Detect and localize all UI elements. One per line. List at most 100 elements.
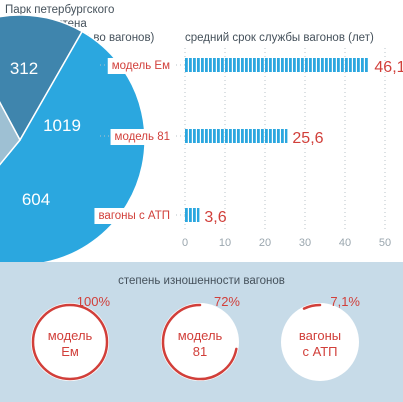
bar-segment <box>197 58 200 72</box>
gauge-value-label: 100% <box>77 294 111 309</box>
bar-segment <box>201 129 204 143</box>
bar-segment <box>317 58 320 72</box>
gauge-arc <box>302 303 322 310</box>
bar-segment <box>253 58 256 72</box>
bar-segment <box>193 58 196 72</box>
bar-segment <box>353 58 356 72</box>
gauge-label: с АТП <box>302 344 337 359</box>
bar-segment <box>189 129 192 143</box>
bar-segment <box>213 129 216 143</box>
bar-segment <box>257 129 260 143</box>
bar-segment <box>321 58 324 72</box>
bar-segment <box>233 58 236 72</box>
bar-category-label: модель Ем <box>112 60 170 72</box>
bar-segment <box>281 129 284 143</box>
bar-segment <box>217 58 220 72</box>
bar-segment <box>361 58 364 72</box>
bar-segment <box>365 58 368 72</box>
gauge-face <box>281 303 359 381</box>
gauge-value-label: 7,1% <box>330 294 360 309</box>
bar-segment <box>269 129 272 143</box>
bar-segment <box>193 129 196 143</box>
x-tick-label: 30 <box>299 237 311 249</box>
x-tick-label: 40 <box>339 237 351 249</box>
bar-segment <box>185 129 188 143</box>
bar-segment <box>205 129 208 143</box>
x-tick-label: 20 <box>259 237 271 249</box>
gauge-face <box>31 303 109 381</box>
gauge-arc <box>161 303 238 381</box>
gauge-label: 81 <box>193 344 207 359</box>
bar-segment <box>281 58 284 72</box>
bar-segment <box>221 129 224 143</box>
label-backing <box>107 58 175 74</box>
bar-segment <box>237 58 240 72</box>
bar-value-label: 3,6 <box>204 209 226 226</box>
bar-segment <box>237 129 240 143</box>
bar-segment <box>257 58 260 72</box>
wear-title: степень изношенности вагонов <box>118 275 285 287</box>
gauge-label: модель <box>48 328 93 343</box>
gauge-label: вагоны <box>299 328 341 343</box>
pie-slice <box>0 14 84 142</box>
bar-segment <box>185 208 188 222</box>
bar-segment <box>325 58 328 72</box>
gauge-arc <box>31 303 109 381</box>
bar-category-label: модель 81 <box>115 131 170 143</box>
bar-segment <box>333 58 336 72</box>
bar-segment <box>273 58 276 72</box>
bar-segment <box>297 58 300 72</box>
bar-segment <box>245 129 248 143</box>
pie-slice-label: 312 <box>10 59 38 78</box>
bar-segment <box>277 58 280 72</box>
bar-chart-title: средний срок службы вагонов (лет) <box>185 32 374 44</box>
bar-segment <box>245 58 248 72</box>
bar-segment <box>337 58 340 72</box>
bar-segment <box>357 58 360 72</box>
bar-segment <box>189 208 192 222</box>
bar-segment <box>277 129 280 143</box>
bar-segment <box>233 129 236 143</box>
pie-slice-label: 1019 <box>43 116 81 135</box>
bar-segment <box>185 58 188 72</box>
gauge-value-label: 72% <box>214 294 240 309</box>
gauge-face <box>161 303 239 381</box>
bar-segment <box>349 58 352 72</box>
bar-value-label: 25,6 <box>292 130 323 147</box>
bar-segment <box>209 58 212 72</box>
bar-segment <box>241 129 244 143</box>
bar-segment <box>253 129 256 143</box>
pie-slice-label: 604 <box>22 190 50 209</box>
bar-segment <box>221 58 224 72</box>
bar-segment <box>201 58 204 72</box>
bar-segment <box>209 129 212 143</box>
label-backing <box>110 129 174 145</box>
bar-segment <box>273 129 276 143</box>
bar-segment <box>261 58 264 72</box>
bar-segment <box>205 58 208 72</box>
label-backing <box>94 208 174 224</box>
bar-segment <box>309 58 312 72</box>
x-tick-label: 0 <box>182 237 188 249</box>
bar-segment <box>189 58 192 72</box>
bar-segment <box>213 58 216 72</box>
bar-segment <box>193 208 196 222</box>
bar-segment <box>313 58 316 72</box>
bar-segment <box>265 129 268 143</box>
bar-segment <box>217 129 220 143</box>
gauge-label: модель <box>178 328 223 343</box>
bar-segment <box>225 129 228 143</box>
bar-segment <box>285 58 288 72</box>
bar-segment <box>301 58 304 72</box>
bar-segment <box>305 58 308 72</box>
bar-segment <box>261 129 264 143</box>
bar-segment <box>289 58 292 72</box>
bar-segment <box>341 58 344 72</box>
x-tick-label: 10 <box>219 237 231 249</box>
bar-segment <box>329 58 332 72</box>
bar-segment <box>345 58 348 72</box>
bar-segment <box>249 58 252 72</box>
bar-segment <box>197 129 200 143</box>
